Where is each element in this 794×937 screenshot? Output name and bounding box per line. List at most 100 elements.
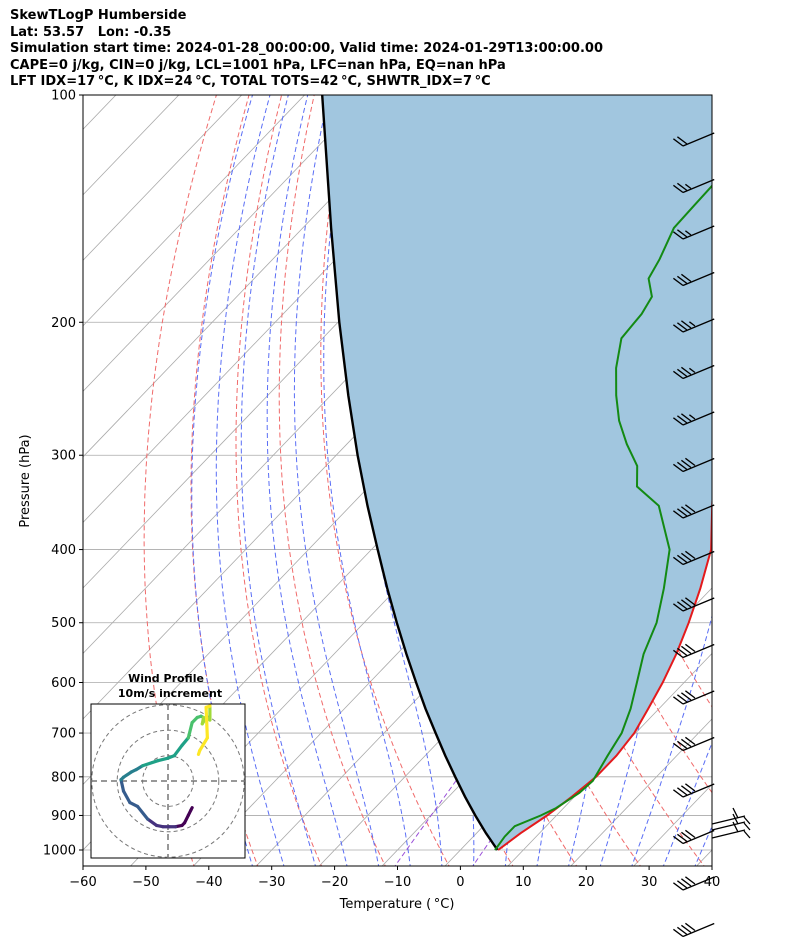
barb-staff xyxy=(711,815,746,825)
barb-staff xyxy=(682,411,715,426)
isotherm-line xyxy=(83,95,306,327)
barb-feather xyxy=(743,816,751,825)
barb-feather xyxy=(673,835,684,845)
barb-feather xyxy=(681,273,692,283)
moist-adiabat xyxy=(266,95,348,866)
barb-staff xyxy=(682,643,715,659)
barb-feather xyxy=(677,182,688,192)
barb-feather xyxy=(677,787,688,796)
moist-adiabat xyxy=(240,95,316,866)
cin-shading xyxy=(322,95,712,850)
parcel-path-line xyxy=(321,95,499,851)
wind-barb xyxy=(673,690,715,705)
barb-feather xyxy=(685,504,696,513)
wind-barb xyxy=(711,821,751,839)
y-tick-label: 700 xyxy=(51,727,76,742)
barb-feather xyxy=(743,830,751,839)
barb-feather xyxy=(685,783,696,792)
isotherm-line xyxy=(0,60,86,869)
wind-barb xyxy=(673,132,715,147)
barb-feather xyxy=(685,690,696,699)
hodograph-segment xyxy=(135,804,150,821)
barb-staff xyxy=(682,178,715,194)
x-tick-label: 0 xyxy=(456,875,464,890)
barb-feather xyxy=(681,320,692,329)
barb-feather xyxy=(681,924,692,934)
y-tick-label: 400 xyxy=(51,543,76,558)
barb-feather xyxy=(677,136,688,145)
hodograph-ring xyxy=(116,729,220,833)
x-tick-label: −30 xyxy=(258,875,285,890)
barb-feather xyxy=(685,922,696,932)
hodograph-segment xyxy=(180,736,190,748)
barb-feather xyxy=(673,882,684,891)
barb-feather xyxy=(689,367,696,374)
barb-feather xyxy=(673,231,684,240)
barb-feather xyxy=(673,742,684,752)
barb-feather xyxy=(673,463,684,473)
barb-feather xyxy=(685,876,696,885)
barb-staff xyxy=(682,690,715,705)
barb-feather xyxy=(673,138,684,147)
barb-feather xyxy=(673,789,684,798)
barb-feather xyxy=(677,647,688,657)
barb-feather xyxy=(689,414,696,420)
barb-staff xyxy=(682,876,715,891)
wind-barb xyxy=(673,643,715,659)
barb-staff xyxy=(682,318,715,333)
x-tick-label: 20 xyxy=(578,875,595,890)
isotherm-line xyxy=(83,95,243,261)
wind-barb xyxy=(673,922,715,937)
wind-profile-hodograph: Wind Profile 10m/s increment xyxy=(90,672,246,859)
hodograph-segment xyxy=(196,748,202,756)
station-coordinates: Lat: 53.57 Lon: -0.35 xyxy=(10,24,172,40)
moist-adiabat xyxy=(191,95,253,866)
x-tick-label: −40 xyxy=(195,875,222,890)
barb-feather xyxy=(689,321,696,327)
barb-feather xyxy=(673,649,684,659)
wind-barb xyxy=(673,597,715,612)
dry-adiabat xyxy=(320,95,450,866)
hodograph-segment xyxy=(146,817,159,828)
wind-barb xyxy=(673,225,715,240)
barb-feather xyxy=(743,822,751,831)
barb-feather xyxy=(732,821,739,833)
barb-feather xyxy=(677,508,688,517)
y-tick-label: 300 xyxy=(51,449,76,464)
hodograph-segment xyxy=(141,759,160,768)
barb-feather xyxy=(685,736,696,746)
barb-feather xyxy=(681,738,692,748)
temperature-line xyxy=(497,490,712,851)
barb-feather xyxy=(681,506,692,515)
barb-feather xyxy=(685,829,696,839)
barb-feather xyxy=(677,833,688,843)
hodograph-segment xyxy=(121,789,132,805)
wind-barb xyxy=(673,550,715,566)
dewpoint-line xyxy=(494,184,712,851)
barb-staff xyxy=(682,504,715,519)
barb-feather xyxy=(673,928,684,937)
barb-feather xyxy=(673,556,684,566)
hodograph-title: Wind Profile xyxy=(128,672,204,685)
barb-feather xyxy=(685,597,696,606)
hodograph-segment xyxy=(204,705,209,740)
dry-adiabat xyxy=(278,95,386,866)
barb-feather xyxy=(685,550,696,560)
barb-staff xyxy=(711,829,746,839)
axes: −60 −50 −40 −30 −20 −10 0 10 20 30 40 1000 900 800 700… xyxy=(43,89,720,891)
barb-staff xyxy=(682,550,715,566)
barb-feather xyxy=(677,229,688,238)
barb-staff xyxy=(682,457,715,473)
moist-adiabat xyxy=(293,95,380,866)
barb-staff xyxy=(682,783,715,798)
moist-adiabat xyxy=(323,95,411,866)
y-tick-label: 1000 xyxy=(43,844,76,859)
wind-barb xyxy=(711,813,751,831)
isotherm-line xyxy=(83,95,369,392)
barb-feather xyxy=(673,417,684,426)
y-tick-label: 100 xyxy=(51,89,76,104)
station-title: SkewTLogP Humberside xyxy=(10,8,187,23)
barb-feather xyxy=(681,692,692,701)
barb-feather xyxy=(681,645,692,655)
